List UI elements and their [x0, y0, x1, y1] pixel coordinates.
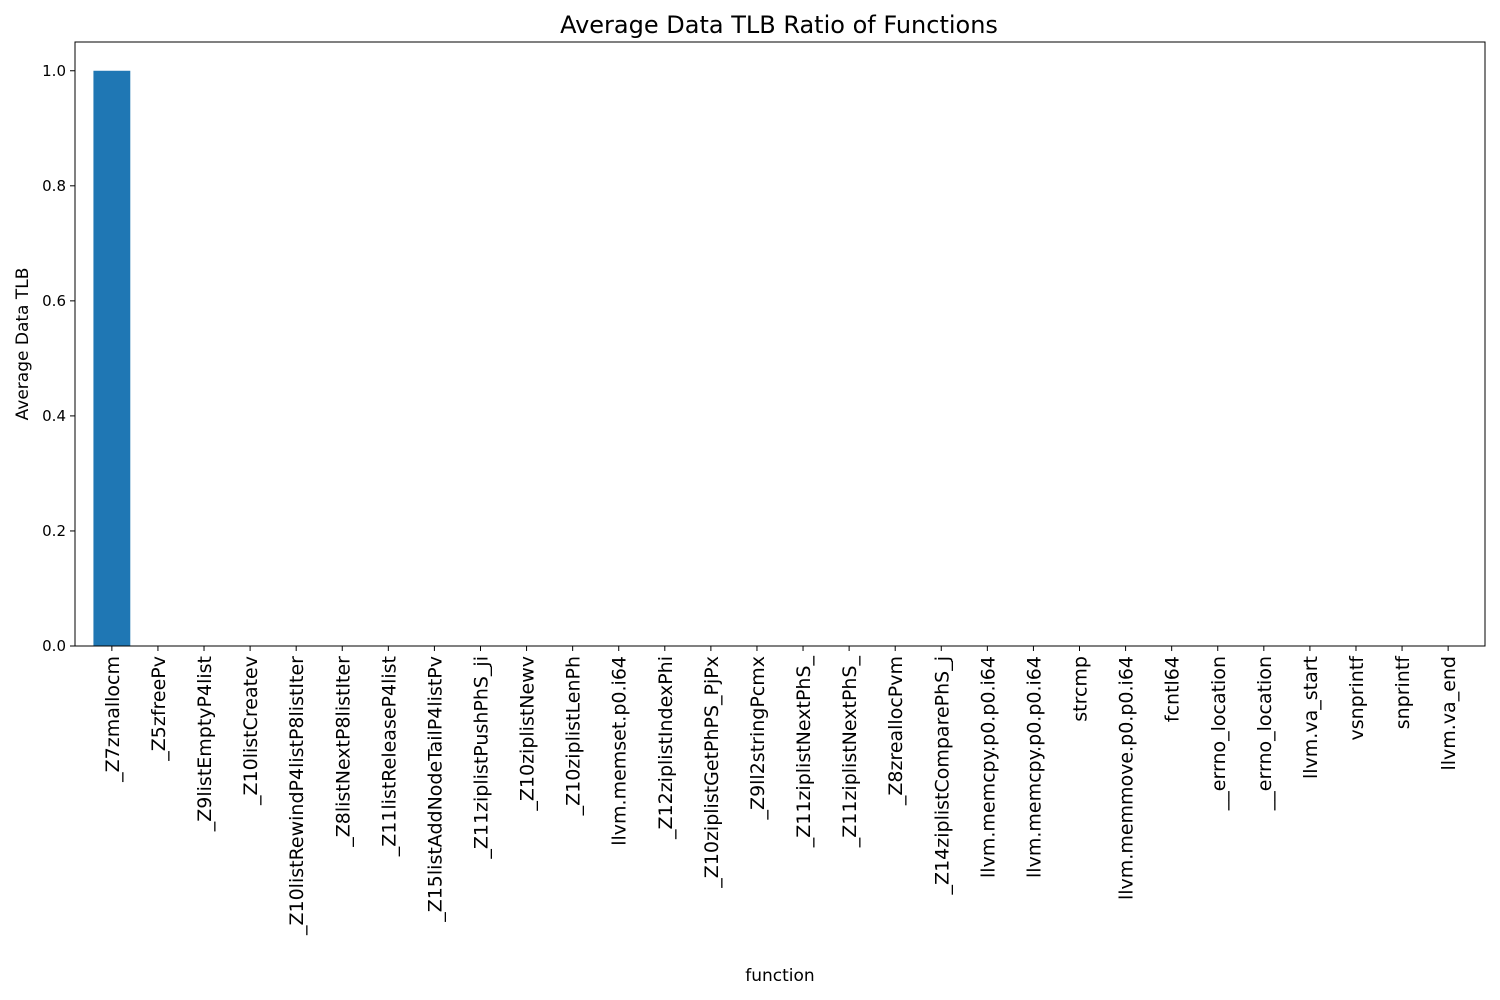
y-tick-label-0: 0.0 — [42, 637, 66, 655]
x-tick-label-16: _Z11ziplistNextPhS_ — [839, 656, 861, 849]
x-tick-label-26: llvm.va_start — [1300, 656, 1322, 779]
x-tick-label-3: _Z10listCreatev — [240, 656, 262, 806]
x-tick-label-25: __errno_location — [1254, 656, 1276, 811]
x-tick-label-24: __errno_location — [1208, 656, 1230, 811]
x-tick-label-11: llvm.memset.p0.i64 — [609, 656, 631, 846]
x-tick-label-13: _Z10ziplistGetPhPS_PjPx — [701, 656, 723, 889]
x-tick-label-10: _Z10ziplistLenPh — [563, 656, 585, 816]
x-tick-label-29: llvm.va_end — [1438, 656, 1460, 771]
chart-title: Average Data TLB Ratio of Functions — [560, 11, 998, 39]
x-tick-label-6: _Z11listReleaseP4list — [378, 656, 400, 857]
x-tick-label-2: _Z9listEmptyP4list — [194, 656, 216, 832]
x-tick-label-7: _Z15listAddNodeTailP4listPv — [424, 656, 446, 923]
x-tick-label-20: llvm.memcpy.p0.p0.i64 — [1023, 656, 1045, 878]
x-tick-label-21: strcmp — [1070, 656, 1092, 722]
x-tick-label-17: _Z8zreallocPvm — [885, 656, 907, 806]
x-tick-label-9: _Z10ziplistNewv — [517, 656, 539, 812]
x-tick-label-8: _Z11ziplistPushPhS_ji — [470, 656, 492, 860]
x-tick-label-28: snprintf — [1392, 655, 1414, 730]
x-tick-label-22: llvm.memmove.p0.p0.i64 — [1116, 656, 1138, 900]
plot-frame — [74, 41, 1486, 647]
x-tick-label-19: llvm.memcpy.p0.p0.i64 — [977, 656, 999, 878]
x-tick-label-12: _Z12ziplistIndexPhi — [655, 656, 677, 840]
y-axis-label: Average Data TLB — [13, 268, 33, 421]
x-tick-label-23: fcntl64 — [1162, 656, 1184, 722]
y-tick-label-2: 0.4 — [42, 407, 66, 425]
x-tick-label-27: vsnprintf — [1346, 655, 1368, 741]
x-tick-label-18: _Z14ziplistComparePhS_j — [931, 656, 953, 895]
x-tick-label-5: _Z8listNextP8listIter — [332, 656, 354, 848]
x-axis-label: function — [745, 966, 814, 986]
bar-0 — [93, 70, 131, 646]
y-tick-label-1: 0.2 — [42, 522, 66, 540]
y-tick-label-4: 0.8 — [42, 177, 66, 195]
y-tick-label-5: 1.0 — [42, 62, 66, 80]
y-tick-label-3: 0.6 — [42, 292, 66, 310]
x-tick-label-14: _Z9ll2stringPcmx — [747, 656, 769, 820]
x-tick-label-0: _Z7zmallocm — [102, 656, 124, 783]
plot-area: 0.0 0.2 0.4 0.6 0.8 1.0 _Z7zmallocm _Z5zfreePv _… — [42, 62, 1460, 936]
x-tick-label-4: _Z10listRewindP4listP8listIter — [286, 656, 308, 936]
x-tick-label-1: _Z5zfreePv — [148, 656, 170, 762]
x-tick-label-15: _Z11ziplistNextPhS_ — [793, 656, 815, 849]
